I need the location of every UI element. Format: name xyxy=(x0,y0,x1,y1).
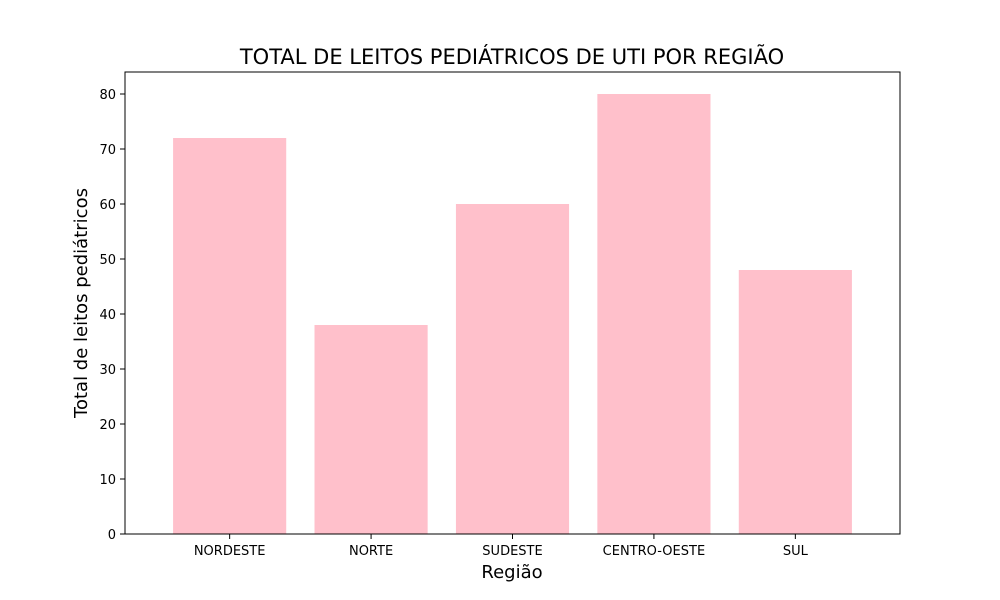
bar-centro-oeste xyxy=(597,94,711,534)
y-axis-label: Total de leitos pediátricos xyxy=(71,188,92,419)
x-tick-label: SUL xyxy=(783,544,809,559)
y-tick-label: 50 xyxy=(99,253,116,268)
x-ticks-group: NORDESTE NORTE SUDESTE CENTRO-OESTE SUL xyxy=(194,534,809,559)
y-tick-label: 40 xyxy=(99,308,116,323)
bar-norte xyxy=(314,325,428,534)
y-tick-label: 30 xyxy=(99,363,116,378)
chart-title: TOTAL DE LEITOS PEDIÁTRICOS DE UTI POR R… xyxy=(239,43,784,69)
x-tick-label: NORTE xyxy=(349,544,393,559)
bar-sudeste xyxy=(455,204,570,534)
y-tick-label: 20 xyxy=(99,418,116,433)
x-tick-label: SUDESTE xyxy=(482,544,542,559)
y-ticks-group: 0 10 20 30 40 50 60 70 80 xyxy=(99,88,125,543)
x-axis-label: Região xyxy=(481,562,542,583)
x-tick-label: NORDESTE xyxy=(194,544,266,559)
bars-group xyxy=(173,94,852,534)
x-tick-label: CENTRO-OESTE xyxy=(603,544,706,559)
y-tick-label: 10 xyxy=(99,473,116,488)
y-tick-label: 60 xyxy=(99,198,116,213)
y-tick-label: 0 xyxy=(108,528,116,543)
bar-nordeste xyxy=(173,138,287,534)
y-tick-label: 70 xyxy=(99,143,116,158)
plot-frame xyxy=(124,71,901,535)
y-tick-label: 80 xyxy=(99,88,116,103)
bar-sul xyxy=(738,270,852,534)
